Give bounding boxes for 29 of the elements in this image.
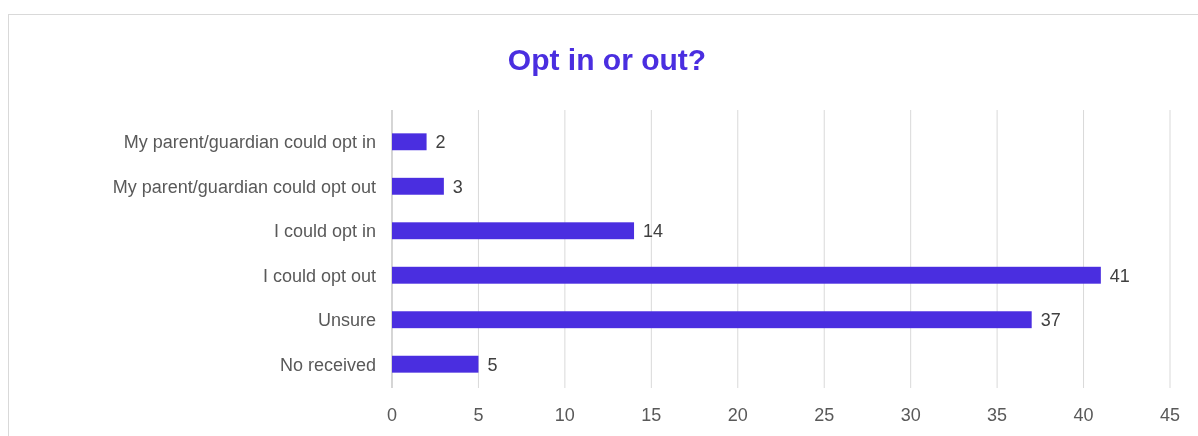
data-label: 14 bbox=[643, 221, 664, 242]
x-tick-label: 45 bbox=[1159, 405, 1181, 425]
x-tick-label: 0 bbox=[386, 405, 398, 425]
bar bbox=[392, 266, 1101, 284]
y-tick-label: My parent/guardian could opt out bbox=[112, 176, 376, 197]
bar bbox=[392, 177, 444, 195]
y-tick-label: Unsure bbox=[317, 310, 376, 331]
x-tick-label: 35 bbox=[987, 405, 1008, 425]
bar bbox=[392, 133, 427, 151]
y-tick-label: I could opt out bbox=[262, 265, 376, 286]
x-tick-label: 10 bbox=[554, 405, 575, 425]
bar bbox=[392, 355, 479, 373]
bar bbox=[392, 222, 635, 240]
x-tick-label: 40 bbox=[1073, 405, 1094, 425]
x-tick-label: 20 bbox=[727, 405, 748, 425]
x-tick-label: 30 bbox=[900, 405, 921, 425]
chart-title: Opt in or out? bbox=[507, 43, 707, 76]
bar bbox=[392, 311, 1032, 329]
y-tick-label: I could opt in bbox=[273, 221, 376, 242]
data-label: 41 bbox=[1109, 265, 1130, 286]
y-tick-label: My parent/guardian could opt in bbox=[123, 132, 376, 153]
x-tick-label: 15 bbox=[641, 405, 662, 425]
data-label: 5 bbox=[487, 354, 498, 375]
data-label: 37 bbox=[1040, 310, 1061, 331]
y-tick-label: No received bbox=[279, 354, 376, 375]
x-tick-label: 25 bbox=[814, 405, 835, 425]
data-label: 3 bbox=[452, 176, 463, 197]
data-label: 2 bbox=[435, 132, 446, 153]
x-tick-label: 5 bbox=[473, 405, 484, 425]
